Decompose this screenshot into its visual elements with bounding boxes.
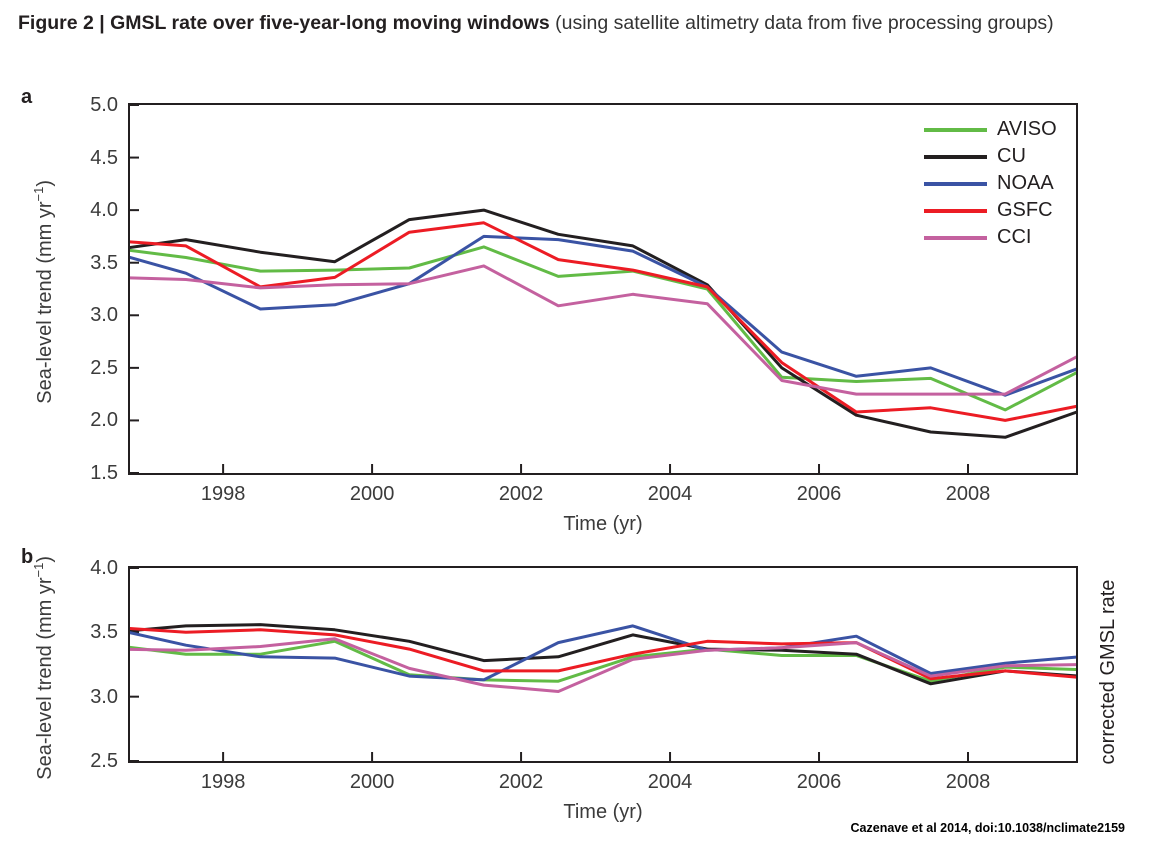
series-line-noaa	[130, 624, 1076, 682]
x-tick-label: 2004	[647, 483, 693, 505]
series-line-aviso	[130, 245, 1076, 412]
figure-title-subtitle: (using satellite altimetry data from fiv…	[549, 12, 1054, 34]
x-tick-label: 2006	[796, 771, 842, 793]
y-tick-label: 1.5	[90, 462, 118, 484]
legend-label-noaa: NOAA	[997, 172, 1054, 194]
legend-item-cu: CU	[924, 143, 1057, 170]
y-tick-label: 4.0	[90, 199, 118, 222]
legend-line-swatch-cu	[924, 154, 987, 159]
legend-item-gsfc: GSFC	[924, 197, 1057, 224]
x-tick-label: 2008	[945, 483, 991, 505]
y-axis-label-superscript: −1	[31, 562, 47, 577]
legend-item-aviso: AVISO	[924, 116, 1057, 143]
panel-b-plot	[128, 566, 1078, 763]
legend-line-swatch-gsfc	[924, 208, 987, 213]
x-tick-label: 2002	[498, 771, 544, 793]
legend-label-aviso: AVISO	[997, 118, 1057, 140]
panel-b-label: b	[21, 546, 34, 568]
y-axis-label-superscript: −1	[31, 186, 47, 202]
series-line-gsfc	[130, 626, 1076, 681]
legend-label-cci: CCI	[997, 226, 1032, 248]
legend-label-cu: CU	[997, 145, 1026, 167]
y-tick-label: 3.5	[90, 251, 118, 274]
legend-item-cci: CCI	[924, 224, 1057, 251]
panel-a-label: a	[21, 86, 33, 108]
x-axis-label-a: Time (yr)	[563, 513, 643, 535]
series-line-cu	[130, 623, 1076, 686]
x-tick-label: 2004	[647, 771, 693, 793]
panel-b-canvas	[130, 568, 1076, 761]
x-tick-label: 2000	[349, 771, 395, 793]
y-tick-label: 2.5	[90, 356, 118, 379]
y-tick-label: 4.5	[90, 146, 118, 169]
series-line-cci	[130, 637, 1076, 693]
series-line-gsfc	[130, 221, 1076, 422]
legend: AVISO CU NOAA GSFC CCI	[924, 116, 1057, 251]
y-axis-label-a: Sea-level trend (mm yr−1)	[31, 179, 56, 404]
legend-label-gsfc: GSFC	[997, 199, 1053, 221]
figure-title-bold: Figure 2 | GMSL rate over five-year-long…	[18, 12, 550, 34]
corrected-gmsl-rate-label: corrected GMSL rate	[1097, 579, 1119, 765]
x-axis-label-b: Time (yr)	[563, 801, 643, 823]
legend-line-swatch-cci	[924, 235, 987, 240]
y-tick-label: 3.0	[90, 304, 118, 327]
series-line-cci	[130, 264, 1076, 396]
panel-a-canvas	[130, 105, 1076, 473]
legend-item-noaa: NOAA	[924, 170, 1057, 197]
series-line-aviso	[130, 639, 1076, 683]
y-tick-label: 4.0	[90, 557, 118, 579]
series-line-cu	[130, 208, 1076, 439]
x-tick-label: 2006	[796, 483, 842, 505]
x-tick-label: 2002	[498, 483, 544, 505]
legend-line-swatch-noaa	[924, 181, 987, 186]
panel-a-plot	[128, 103, 1078, 475]
y-tick-label: 3.5	[90, 621, 118, 644]
x-tick-label: 2008	[945, 771, 991, 793]
figure-title: Figure 2 | GMSL rate over five-year-long…	[18, 10, 1124, 36]
y-tick-label: 3.0	[90, 685, 118, 708]
x-tick-label: 2000	[349, 483, 395, 505]
y-axis-label-b: Sea-level trend (mm yr−1)	[31, 555, 56, 780]
y-tick-label: 2.5	[90, 750, 118, 772]
x-tick-label: 1998	[200, 771, 246, 793]
legend-line-swatch-aviso	[924, 127, 987, 132]
citation-text: Cazenave et al 2014, doi:10.1038/nclimat…	[850, 821, 1125, 835]
y-tick-label: 2.0	[90, 409, 118, 432]
y-tick-label: 5.0	[90, 94, 118, 116]
series-line-noaa	[130, 234, 1076, 397]
x-tick-label: 1998	[200, 483, 246, 505]
